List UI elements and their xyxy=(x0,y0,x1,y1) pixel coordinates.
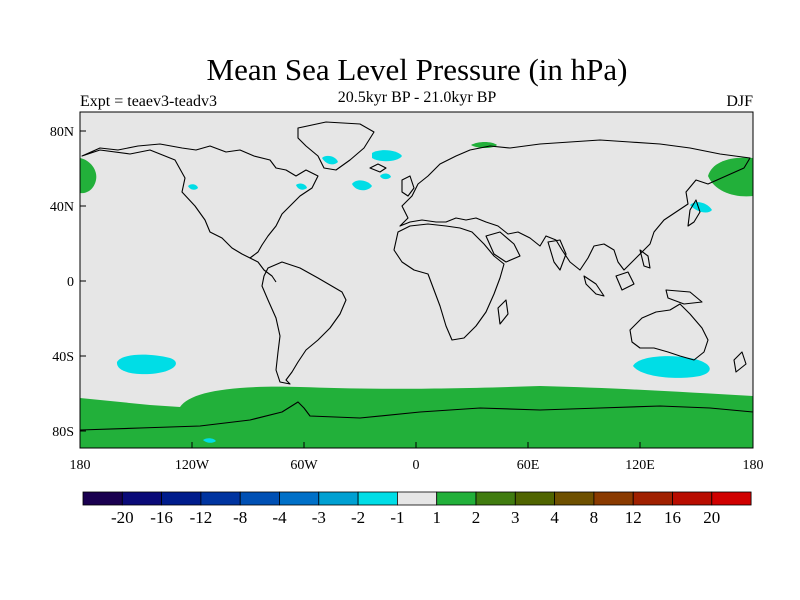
negative-patch-south-pacific xyxy=(116,354,176,375)
coastline-north-america xyxy=(81,143,319,259)
negative-patch-greenland-sea xyxy=(372,150,402,162)
colorbar-label: 8 xyxy=(590,508,599,527)
southern-positive-band xyxy=(80,386,753,448)
season-label: DJF xyxy=(726,93,753,110)
coastline-sumatra xyxy=(583,275,605,297)
lon-tick-label: 120E xyxy=(625,458,655,473)
lon-tick-label: 60E xyxy=(517,458,540,473)
positive-patch-arctic-west xyxy=(80,158,97,194)
coastline-africa xyxy=(393,223,505,341)
colorbar-label: 16 xyxy=(664,508,681,527)
coastline-philippines xyxy=(639,249,651,269)
colorbar-label: -1 xyxy=(390,508,404,527)
coastline-japan xyxy=(687,199,701,227)
coastline-madagascar xyxy=(497,299,509,325)
lat-tick-label: 80N xyxy=(50,125,74,140)
colorbar-swatch xyxy=(200,491,241,506)
lat-tick-label: 0 xyxy=(67,275,74,290)
lat-tick-label: 80S xyxy=(52,425,74,440)
colorbar-label: 20 xyxy=(703,508,720,527)
colorbar-swatch xyxy=(357,491,398,506)
coastline-new-guinea xyxy=(665,289,703,305)
colorbar-label: 2 xyxy=(472,508,481,527)
colorbar-swatch xyxy=(593,491,634,506)
colorbar-swatch xyxy=(161,491,202,506)
positive-patch-arctic-east xyxy=(708,157,753,197)
colorbar-swatch xyxy=(436,491,477,506)
colorbar-swatch xyxy=(239,491,280,506)
colorbar-swatch xyxy=(318,491,359,506)
colorbar-label: -3 xyxy=(312,508,326,527)
coastline-british-isles xyxy=(401,175,415,197)
coastline-antarctica xyxy=(80,401,753,431)
colorbar-label: -16 xyxy=(150,508,173,527)
negative-patch-north-pacific xyxy=(690,202,712,213)
colorbar: -20 -16 -12 -8 -4 -3 -2 -1 1 2 3 4 8 12 16 20 xyxy=(82,491,752,527)
colorbar-label: -12 xyxy=(190,508,213,527)
lon-tick-label: 180 xyxy=(743,458,764,473)
map-title: Mean Sea Level Pressure (in hPa) xyxy=(206,52,628,87)
colorbar-swatch xyxy=(554,491,595,506)
period-label: 20.5kyr BP - 21.0kyr BP xyxy=(337,89,497,106)
experiment-label: Expt = teaev3-teadv3 xyxy=(80,93,217,110)
lon-tick-label: 120W xyxy=(175,458,210,473)
colorbar-swatch xyxy=(672,491,713,506)
lon-tick-label: 0 xyxy=(413,458,420,473)
colorbar-label: -4 xyxy=(272,508,287,527)
lon-tick-label: 180 xyxy=(70,458,91,473)
negative-patch-north-america xyxy=(188,184,198,190)
colorbar-label: 4 xyxy=(550,508,559,527)
colorbar-label: -8 xyxy=(233,508,247,527)
colorbar-label: 3 xyxy=(511,508,520,527)
negative-patch-antarctic-small xyxy=(203,438,216,443)
colorbar-label: 1 xyxy=(432,508,441,527)
coastline-greenland xyxy=(297,121,375,171)
negative-patch-labrador xyxy=(296,183,307,190)
colorbar-swatch xyxy=(279,491,320,506)
negative-patch-south-of-australia xyxy=(633,356,710,378)
coastline-borneo xyxy=(615,271,635,291)
latitude-axis: 80N 40N 0 40S 80S xyxy=(50,125,86,440)
lat-tick-label: 40S xyxy=(52,350,74,365)
colorbar-label: -2 xyxy=(351,508,365,527)
coastline-south-america xyxy=(261,261,347,385)
colorbar-label: 12 xyxy=(625,508,642,527)
colorbar-swatch xyxy=(632,491,673,506)
longitude-axis: 180 120W 60W 0 60E 120E 180 xyxy=(70,442,764,473)
colorbar-swatch xyxy=(82,491,123,506)
negative-patch-iceland xyxy=(352,180,372,191)
coastline-arabia xyxy=(485,231,521,263)
colorbar-swatch xyxy=(475,491,516,506)
negative-patch-baffin xyxy=(322,155,338,165)
lon-tick-label: 60W xyxy=(290,458,318,473)
negative-patch-atlantic-small xyxy=(380,173,391,180)
lat-tick-label: 40N xyxy=(50,200,74,215)
coastline-iceland xyxy=(369,163,387,173)
colorbar-swatch xyxy=(514,491,555,506)
colorbar-label: -20 xyxy=(111,508,134,527)
coastline-new-zealand xyxy=(733,351,747,373)
coastline-central-america xyxy=(249,257,277,283)
coastline-india xyxy=(547,239,567,271)
coastline-eurasia xyxy=(399,139,751,271)
colorbar-swatch xyxy=(396,491,438,506)
colorbar-swatch xyxy=(711,491,752,506)
coastline-australia xyxy=(629,303,709,361)
colorbar-swatch xyxy=(121,491,163,506)
